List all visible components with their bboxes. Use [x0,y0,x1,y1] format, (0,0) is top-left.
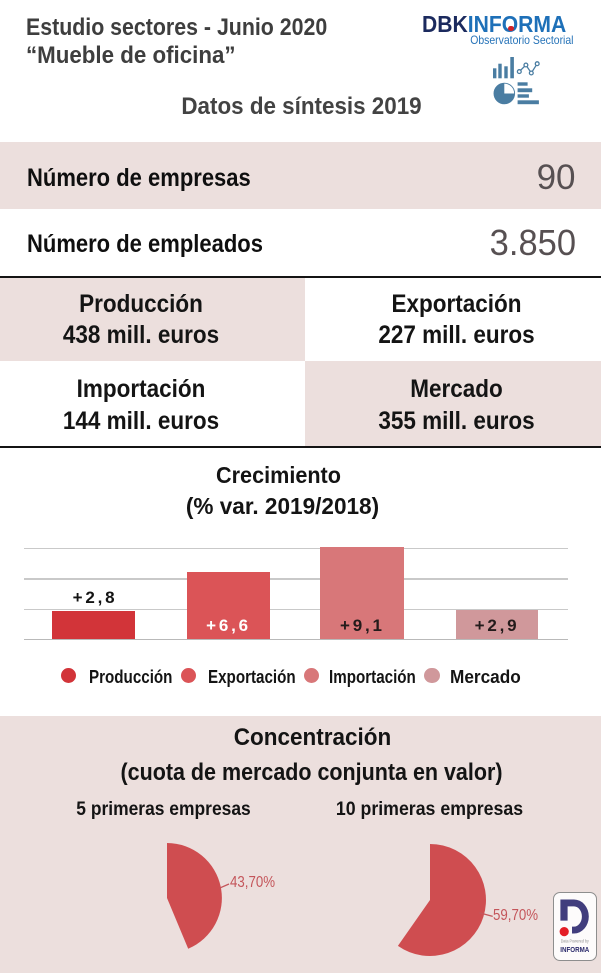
svg-text:Data Powered by: Data Powered by [560,939,588,945]
svg-text:INFORMA: INFORMA [560,945,590,954]
